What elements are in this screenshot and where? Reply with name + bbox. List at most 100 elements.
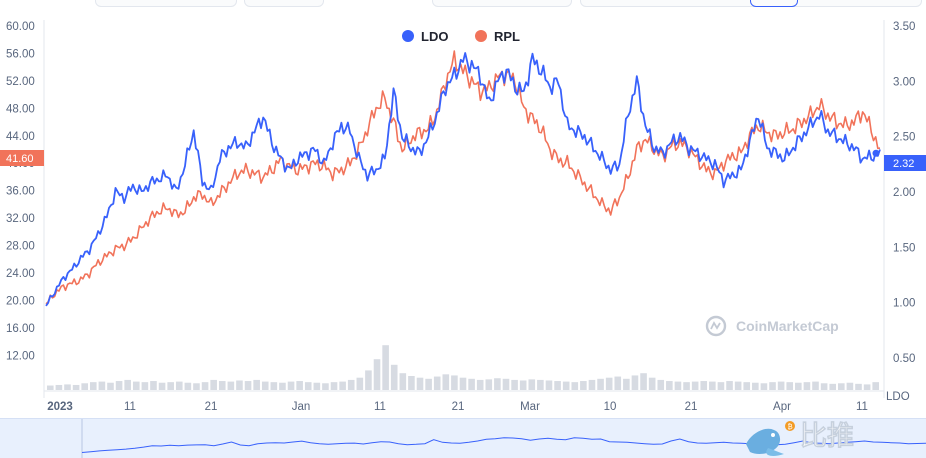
volume-bar: [184, 382, 192, 390]
volume-bar: [545, 380, 553, 390]
right-y-tick-label: 3.50: [893, 21, 915, 33]
volume-bar: [132, 381, 140, 390]
volume-bar: [614, 376, 622, 390]
volume-bar: [863, 384, 871, 390]
volume-bar: [674, 381, 682, 390]
navigator-ldo-line: [81, 437, 926, 453]
volume-bar: [588, 379, 596, 390]
volume-bar: [769, 382, 776, 390]
volume-bar: [304, 382, 312, 390]
right-price-tag-value: 2.32: [893, 158, 914, 170]
volume-bar: [296, 381, 303, 390]
volume-bar: [365, 370, 372, 390]
volume-bar: [167, 382, 174, 390]
legend-ldo-label[interactable]: LDO: [421, 29, 448, 44]
left-y-tick-label: 44.00: [6, 131, 35, 143]
volume-bar: [175, 381, 183, 390]
volume-bar: [55, 384, 63, 390]
price-chart: 60.0056.0052.0048.0044.0040.0036.0032.00…: [0, 20, 926, 413]
site-logo-text: 比推: [800, 421, 854, 452]
volume-bar: [838, 383, 845, 390]
volume-bar: [476, 379, 484, 390]
volume-bar: [554, 381, 561, 390]
volume-bar: [322, 383, 329, 390]
volume-bar: [98, 381, 106, 390]
left-axis: 60.0056.0052.0048.0044.0040.0036.0032.00…: [6, 21, 35, 362]
volume-bar: [562, 381, 570, 390]
volume-bar: [666, 381, 673, 390]
volume-bar: [786, 382, 794, 390]
volume-bar: [803, 382, 811, 390]
x-axis: 2023 11 21 Jan 11 21 Mar 10 21 Apr 11: [47, 401, 868, 413]
volume-bar: [743, 382, 751, 390]
volume-bar: [717, 382, 725, 390]
site-logo: ₿ 比推: [746, 421, 854, 456]
volume-bar: [683, 382, 690, 390]
x-tick-label: 2023: [47, 401, 73, 413]
x-tick-label: 11: [856, 401, 868, 413]
volume-bar: [752, 382, 759, 390]
volume-bar: [193, 383, 200, 390]
ldo-series-line: [45, 52, 881, 307]
volume-bar: [734, 381, 742, 390]
top-controls: [0, 0, 926, 8]
volume-bar: [631, 375, 639, 390]
x-tick-label: Apr: [773, 401, 791, 413]
volume-bar: [537, 379, 544, 390]
volume-bar: [72, 384, 80, 390]
left-y-tick-label: 60.00: [6, 21, 35, 33]
volume-bar: [330, 382, 338, 390]
right-y-tick-label: 2.50: [893, 132, 915, 144]
volume-bar: [253, 379, 260, 390]
volume-bar: [158, 382, 166, 390]
bird-logo-icon: ₿: [746, 421, 795, 456]
x-tick-label: 10: [604, 401, 617, 413]
svg-text:₿: ₿: [788, 423, 793, 431]
x-tick-label: Mar: [520, 401, 540, 413]
volume-bar: [89, 382, 97, 390]
legend-rpl-label[interactable]: RPL: [494, 29, 520, 44]
volume-bar: [244, 381, 252, 390]
volume-bar: [356, 377, 364, 390]
x-tick-label: 21: [452, 401, 465, 413]
volume-bar: [425, 378, 432, 390]
left-y-tick-label: 52.00: [6, 76, 35, 88]
volume-bar: [468, 378, 475, 390]
rpl-series-line: [45, 50, 881, 305]
volume-bar: [451, 375, 458, 390]
volume-bar: [795, 382, 802, 390]
watermark: CoinMarketCap: [705, 315, 839, 337]
volume-bar: [726, 381, 733, 390]
x-tick-label: 21: [205, 401, 218, 413]
volume-bar: [399, 373, 407, 390]
right-price-tag: 2.32: [884, 155, 926, 171]
volume-bar: [485, 379, 493, 390]
volume-bar: [347, 379, 355, 390]
volume-bar: [820, 383, 828, 390]
watermark-text: CoinMarketCap: [736, 318, 839, 334]
volume-bar: [201, 382, 209, 390]
volume-bar: [511, 379, 518, 390]
volume-bar: [528, 379, 536, 390]
volume-bar: [115, 381, 123, 390]
volume-bar: [597, 378, 604, 390]
volume-bar: [657, 379, 665, 390]
legend-ldo-marker[interactable]: [402, 30, 414, 42]
left-y-tick-label: 16.00: [6, 323, 35, 335]
right-axis: 3.50 3.00 2.50 2.00 1.50 1.00 0.50: [893, 21, 915, 365]
volume-bar: [459, 377, 467, 390]
volume-bar: [261, 381, 269, 390]
volume-bar: [47, 385, 54, 390]
volume-bar: [150, 381, 157, 390]
volume-bar: [872, 382, 879, 390]
right-y-tick-label: 0.50: [893, 353, 915, 365]
left-y-tick-label: 28.00: [6, 241, 35, 253]
volume-bar: [640, 373, 647, 390]
volume-bar: [107, 382, 114, 390]
volume-bar: [846, 382, 854, 390]
legend-rpl-marker[interactable]: [475, 30, 487, 42]
right-y-tick-label: 3.00: [893, 76, 915, 88]
volume-bar: [623, 378, 630, 390]
volume-bar: [829, 383, 837, 390]
x-tick-label: 11: [124, 401, 136, 413]
